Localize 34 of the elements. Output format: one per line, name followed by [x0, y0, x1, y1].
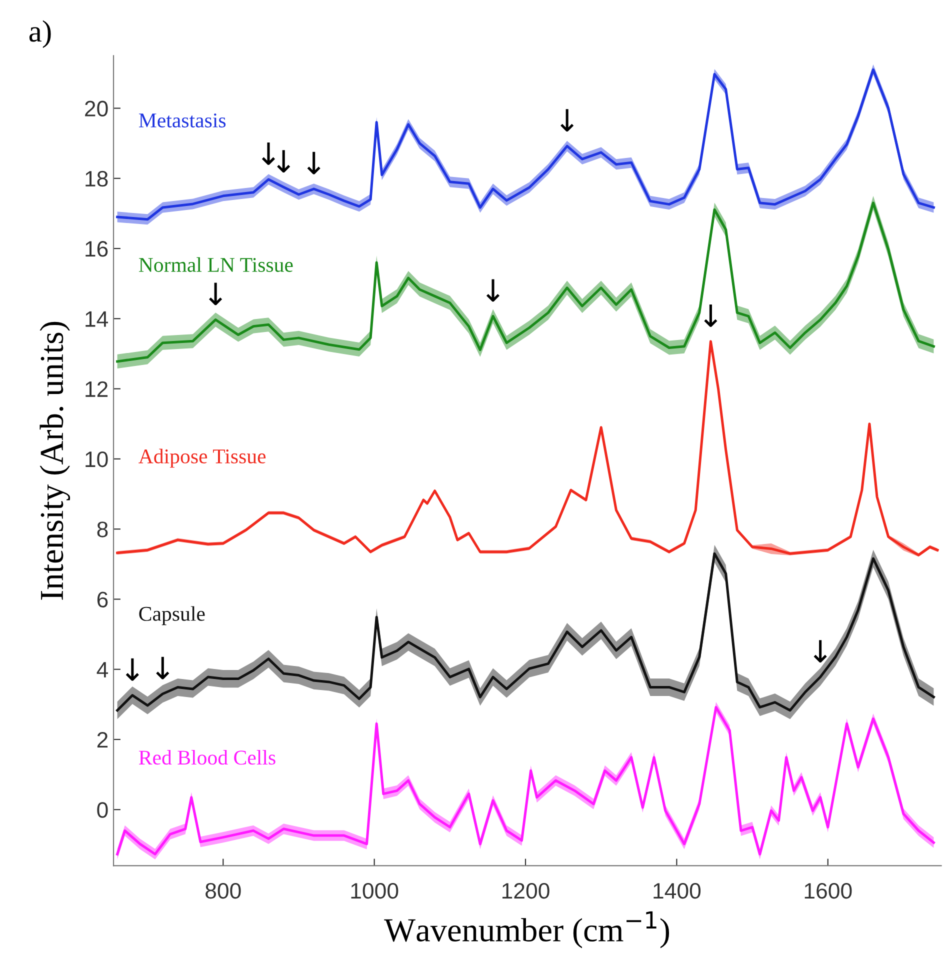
y-tick-label: 14	[86, 311, 108, 327]
annotation: ↓	[126, 658, 139, 681]
y-tick-label: 18	[86, 170, 108, 187]
text: Metastasis	[138, 113, 226, 128]
y-tick-label: 0	[97, 802, 108, 818]
annotation: ↓	[277, 150, 290, 173]
x-tick-label: 800	[206, 882, 241, 899]
y-tick-label: 16	[86, 241, 108, 257]
annotation: ↓	[307, 152, 320, 174]
text: Adipose Tissue	[138, 448, 266, 468]
text: Capsule	[139, 606, 205, 626]
chart-title: a)	[29, 20, 51, 48]
y-tick-label: 2	[97, 732, 108, 748]
y-axis-title: Intensity (Arb. units)	[40, 322, 70, 600]
y-tick-label: 4	[96, 662, 108, 678]
annotation: ↓	[814, 640, 827, 662]
annotation: ↓	[209, 282, 222, 306]
annotation: ↓	[262, 142, 276, 165]
y-tick-label: 12	[86, 381, 108, 397]
x-tick-label: 1400	[654, 882, 701, 899]
y-tick-label: 10	[86, 451, 108, 468]
y-tick-label: 8	[97, 522, 108, 538]
x-tick-label: 1600	[804, 882, 852, 899]
x-axis-title: Wavenumber (cm$^{−1}$)	[384, 911, 670, 948]
annotation: ↓	[560, 109, 574, 132]
annotation: ↓	[704, 304, 718, 327]
y-tick-label: 6	[97, 592, 108, 608]
y-tick-label: 20	[85, 100, 108, 117]
annotation: ↓	[156, 656, 170, 680]
x-tick-label: 1200	[502, 882, 550, 899]
annotation: ↓	[486, 279, 500, 302]
x-tick-label: 1000	[351, 882, 398, 899]
text: Red Blood Cells	[138, 750, 276, 765]
text: Normal LN Tissue	[138, 257, 293, 272]
